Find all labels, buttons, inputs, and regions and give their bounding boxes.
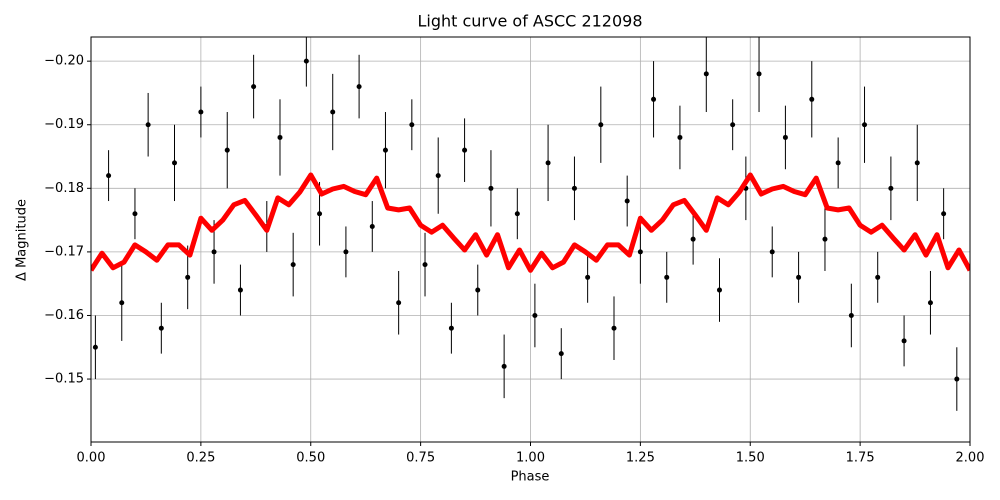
x-tick-label: 1.75 (846, 451, 875, 466)
data-point (462, 147, 468, 153)
data-point (198, 109, 204, 115)
x-tick-label: 2.00 (956, 451, 985, 466)
data-point (290, 262, 296, 268)
data-point (237, 287, 243, 293)
data-point (796, 274, 802, 280)
data-point (422, 262, 428, 268)
data-point (927, 300, 933, 306)
x-tick-label: 0.50 (296, 451, 325, 466)
y-tick-label: −0.20 (44, 54, 84, 69)
data-point (598, 122, 604, 128)
data-point (532, 312, 538, 318)
data-point (303, 58, 309, 64)
data-point (185, 274, 191, 280)
data-point (475, 287, 481, 293)
x-tick-label: 1.00 (516, 451, 545, 466)
data-point (954, 376, 960, 382)
data-point (848, 312, 854, 318)
data-point (901, 338, 907, 344)
plot-area (91, 37, 970, 411)
data-point (664, 274, 670, 280)
data-point (571, 185, 577, 191)
data-point (119, 300, 125, 306)
chart-title: Light curve of ASCC 212098 (417, 12, 642, 31)
data-point (862, 122, 868, 128)
y-tick-label: −0.16 (44, 308, 84, 323)
data-point (224, 147, 230, 153)
data-point (822, 236, 828, 242)
data-point (145, 122, 151, 128)
data-point (448, 325, 454, 331)
data-point (330, 109, 336, 115)
data-point (382, 147, 388, 153)
data-point (941, 211, 947, 217)
data-point (888, 185, 894, 191)
data-point (317, 211, 323, 217)
data-point (769, 249, 775, 255)
data-point (875, 274, 881, 280)
data-point (637, 249, 643, 255)
data-point (690, 236, 696, 242)
x-tick-label: 1.25 (626, 451, 655, 466)
data-point (409, 122, 415, 128)
data-point (435, 173, 441, 179)
data-point (343, 249, 349, 255)
data-point (132, 211, 138, 217)
data-point (914, 160, 920, 166)
data-point (514, 211, 520, 217)
y-tick-label: −0.18 (44, 181, 84, 196)
data-point (158, 325, 164, 331)
data-point (585, 274, 591, 280)
data-point (835, 160, 841, 166)
data-point (716, 287, 722, 293)
data-point (703, 71, 709, 77)
data-point (488, 185, 494, 191)
model-curve (91, 172, 970, 273)
data-point (730, 122, 736, 128)
data-point (172, 160, 178, 166)
x-tick-label: 1.50 (736, 451, 765, 466)
data-point (356, 84, 362, 90)
data-point (782, 134, 788, 140)
x-axis-label: Phase (511, 470, 550, 485)
data-point (756, 71, 762, 77)
data-point (277, 134, 283, 140)
data-point (396, 300, 402, 306)
data-point (369, 223, 375, 229)
x-tick-label: 0.75 (406, 451, 435, 466)
data-point (677, 134, 683, 140)
data-point (624, 198, 630, 204)
plot-frame (90, 36, 971, 443)
data-point (651, 96, 657, 102)
data-point (106, 173, 112, 179)
data-point (545, 160, 551, 166)
y-axis-label: Δ Magnitude (15, 199, 30, 281)
y-tick-label: −0.19 (44, 117, 84, 132)
data-point (501, 363, 507, 369)
x-tick-label: 0.25 (186, 451, 215, 466)
x-tick-label: 0.00 (77, 451, 106, 466)
y-tick-label: −0.15 (44, 372, 84, 387)
data-point (809, 96, 815, 102)
data-point (92, 344, 98, 350)
data-point (558, 351, 564, 357)
y-tick-label: −0.17 (44, 244, 84, 259)
data-point (611, 325, 617, 331)
data-point (211, 249, 217, 255)
data-point (251, 84, 257, 90)
